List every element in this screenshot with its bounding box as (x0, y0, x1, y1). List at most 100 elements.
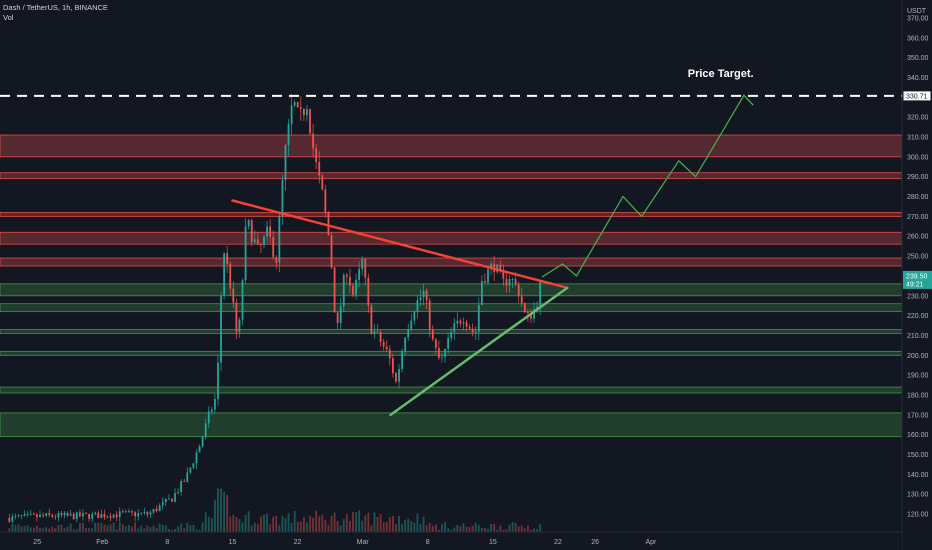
volume-bar (125, 526, 127, 532)
y-tick-label: 340.00 (907, 75, 929, 82)
volume-bar (511, 522, 514, 532)
x-tick-label: Apr (645, 539, 657, 546)
candle-body (459, 320, 462, 324)
candle-body (339, 306, 342, 323)
volume-bar (11, 523, 14, 532)
volume-bar (345, 513, 348, 532)
candle-body (523, 303, 526, 312)
volume-bar (183, 528, 186, 532)
candle-body (134, 512, 137, 517)
volume-bar (137, 528, 140, 532)
y-tick-label: 120.00 (907, 512, 929, 519)
candle-body (66, 512, 69, 516)
volume-bar (499, 525, 502, 532)
candle-body (471, 328, 474, 333)
candle-body (422, 290, 425, 298)
candle-body (517, 284, 520, 297)
volume-bar (296, 521, 299, 532)
candle-body (32, 513, 35, 515)
candle-body (97, 512, 100, 519)
candle-body (376, 331, 379, 332)
x-tick-label: 15 (489, 539, 497, 546)
y-tick-label: 160.00 (907, 432, 929, 439)
volume-bar (376, 517, 379, 532)
y-tick-label: 350.00 (907, 55, 929, 62)
candle-body (296, 102, 299, 108)
volume-bar (192, 524, 195, 532)
volume-bar (260, 516, 262, 532)
y-tick-label: 370.00 (907, 15, 929, 22)
candle-body (51, 514, 54, 517)
candle-body (195, 452, 198, 464)
candle-body (103, 514, 106, 518)
candle-body (438, 347, 440, 358)
y-tick-label: 140.00 (907, 472, 929, 479)
candle-body (318, 162, 321, 176)
volume-bar (450, 529, 453, 532)
volume-bar (453, 527, 456, 532)
volume-bar (66, 526, 69, 532)
candle-body (425, 290, 428, 301)
candle-body (42, 514, 44, 516)
volume-bar (140, 525, 143, 532)
candle-body (29, 513, 32, 515)
candle-body (121, 511, 124, 513)
volume-indicator-label[interactable]: Vol (3, 13, 14, 22)
candle-body (11, 516, 14, 522)
candle-body (315, 148, 318, 163)
candle-body (388, 349, 391, 359)
volume-bar (336, 520, 339, 532)
candle-body (299, 107, 302, 109)
y-tick-label: 320.00 (907, 115, 929, 122)
volume-bar (253, 522, 256, 532)
candle-body (327, 212, 330, 236)
volume-bar (536, 528, 539, 532)
candle-body (164, 498, 167, 503)
y-tick-label: 220.00 (907, 313, 929, 320)
volume-bar (272, 516, 275, 532)
volume-bar (134, 522, 137, 532)
candle-body (17, 515, 20, 517)
x-tick-label: 8 (165, 539, 169, 546)
volume-bar (72, 529, 75, 532)
candle-body (345, 274, 348, 277)
y-tick-label: 360.00 (907, 35, 929, 42)
candle-body (413, 311, 416, 321)
candle-body (118, 511, 121, 518)
candle-body (75, 512, 78, 520)
candle-body (511, 279, 514, 280)
candle-body (487, 269, 489, 283)
volume-bar (302, 517, 305, 532)
candle-body (82, 513, 84, 517)
volume-bar (539, 524, 542, 532)
candle-body (355, 280, 357, 295)
volume-bar (315, 510, 318, 532)
candle-body (146, 512, 149, 515)
volume-bar (514, 522, 517, 532)
symbol-title[interactable]: Dash / TetherUS, 1h, BINANCE (3, 3, 108, 12)
candle-body (349, 276, 351, 286)
volume-bar (198, 529, 201, 532)
candle-body (333, 267, 336, 313)
volume-bar (115, 529, 118, 532)
volume-bar (103, 524, 106, 532)
candle-body (484, 281, 486, 283)
candle-body (447, 337, 450, 349)
volume-bar (306, 522, 308, 532)
candle-body (174, 493, 176, 502)
volume-bar (29, 527, 32, 532)
candle-body (39, 514, 41, 518)
volume-bar (401, 523, 403, 532)
support-zone-4 (0, 350, 903, 356)
candle-body (398, 369, 400, 382)
drawing-lines: Price Target. (0, 68, 902, 417)
candle-body (385, 346, 388, 350)
candle-body (60, 513, 63, 516)
volume-bar (100, 522, 103, 532)
candle-body (247, 220, 250, 227)
candle-body (321, 175, 324, 190)
volume-bar (425, 525, 428, 532)
candle-body (229, 263, 232, 289)
